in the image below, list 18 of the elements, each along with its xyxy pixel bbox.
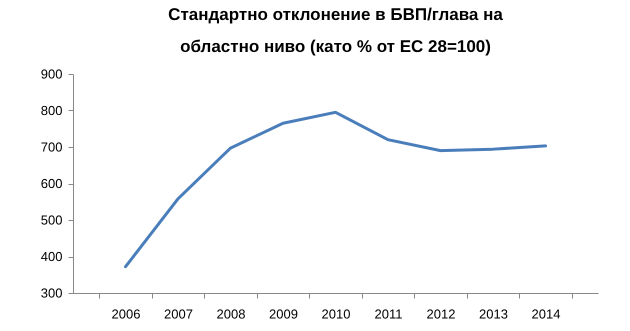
y-tick-label: 400 bbox=[40, 249, 62, 264]
y-tick-label: 500 bbox=[40, 212, 62, 228]
line-series bbox=[124, 110, 547, 268]
x-tick-label: 2007 bbox=[164, 306, 193, 322]
y-tick-label: 900 bbox=[40, 66, 62, 82]
x-tick-label: 2008 bbox=[216, 306, 246, 322]
x-tick-label: 2010 bbox=[322, 306, 350, 322]
y-tick-label: 600 bbox=[40, 176, 62, 191]
x-tick-label: 2014 bbox=[532, 306, 560, 322]
x-tick-label: 2006 bbox=[112, 306, 140, 322]
x-tick-label: 2009 bbox=[269, 306, 298, 322]
x-tick-label: 2011 bbox=[374, 306, 402, 322]
x-tick-label: 2012 bbox=[426, 306, 456, 322]
y-tick-label: 800 bbox=[40, 103, 62, 118]
x-tick-label: 2013 bbox=[479, 306, 508, 322]
y-tick-label: 700 bbox=[40, 140, 62, 154]
y-tick-label: 300 bbox=[40, 286, 62, 300]
chart-title: Стандартно отклонение в БВП/глава на областно ниво (като % от ЕС 28=100) bbox=[168, 5, 504, 56]
